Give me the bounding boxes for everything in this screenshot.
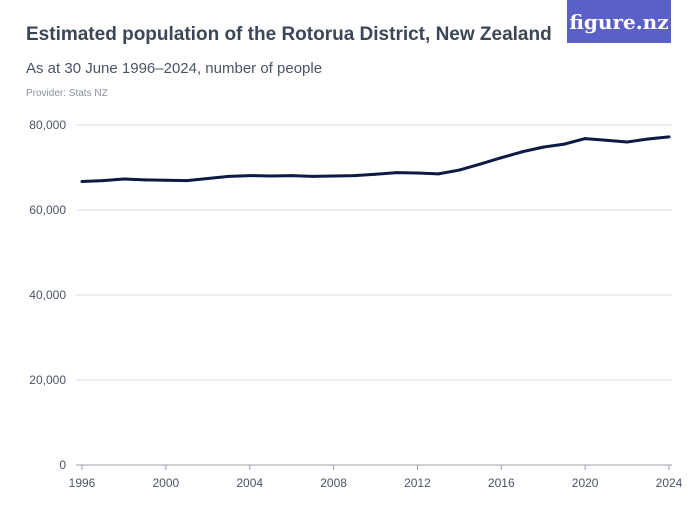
data-point [499, 156, 503, 160]
data-point [185, 179, 189, 183]
data-point [625, 140, 629, 144]
data-point [562, 142, 566, 146]
data-point [206, 177, 210, 181]
data-point [353, 174, 357, 178]
x-tick-label: 2008 [320, 476, 347, 490]
data-point [667, 135, 671, 139]
data-point [311, 174, 315, 178]
data-point [604, 138, 608, 142]
data-point [122, 177, 126, 181]
x-tick-label: 2024 [656, 476, 683, 490]
provider-label: Provider: Stats NZ [26, 88, 108, 99]
data-point [164, 178, 168, 182]
data-point [457, 168, 461, 172]
x-tick-label: 1996 [69, 476, 96, 490]
chart-subtitle: As at 30 June 1996–2024, number of peopl… [26, 60, 323, 77]
figure-nz-logo[interactable]: figure.nz [567, 0, 671, 43]
x-tick-label: 2012 [404, 476, 431, 490]
data-point [436, 172, 440, 176]
chart-title: Estimated population of the Rotorua Dist… [26, 24, 552, 45]
y-tick-label: 60,000 [29, 203, 66, 217]
data-point [269, 174, 273, 178]
y-tick-label: 0 [59, 458, 66, 472]
data-point [415, 171, 419, 175]
y-tick-label: 40,000 [29, 288, 66, 302]
data-point [374, 172, 377, 176]
x-tick-label: 2000 [153, 476, 180, 490]
data-point [520, 150, 524, 154]
data-point [541, 145, 545, 149]
data-point [227, 174, 231, 178]
data-point [80, 180, 84, 184]
data-point [332, 174, 336, 178]
data-point [646, 137, 650, 141]
x-tick-label: 2004 [236, 476, 263, 490]
data-point [394, 171, 398, 175]
data-point [101, 179, 105, 183]
data-point [583, 137, 587, 141]
data-point [248, 174, 252, 178]
y-tick-label: 80,000 [29, 118, 66, 132]
x-tick-label: 2020 [572, 476, 599, 490]
data-point [143, 178, 147, 182]
data-point [290, 174, 294, 178]
data-point [478, 162, 482, 166]
y-tick-label: 20,000 [29, 373, 66, 387]
x-tick-label: 2016 [488, 476, 515, 490]
